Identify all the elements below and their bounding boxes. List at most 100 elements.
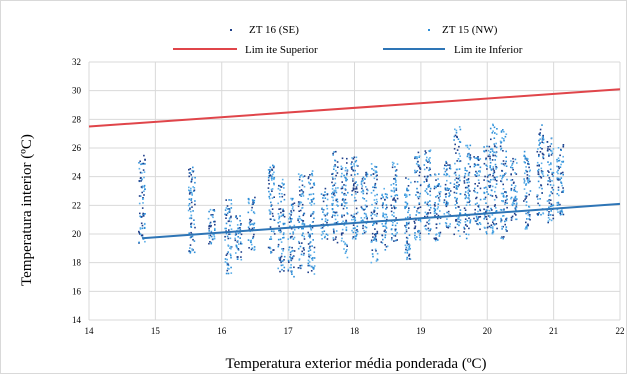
data-point [433, 185, 436, 188]
data-point [288, 212, 291, 215]
data-point [406, 256, 408, 259]
data-point [302, 176, 305, 178]
data-point [539, 132, 541, 134]
data-point [269, 246, 271, 249]
data-point [341, 181, 343, 183]
data-point [433, 212, 436, 215]
data-point [321, 218, 323, 221]
data-point [528, 170, 531, 173]
data-point [393, 178, 395, 180]
data-point [370, 192, 373, 194]
data-point [542, 142, 545, 144]
data-point [525, 221, 527, 224]
data-point [542, 170, 544, 173]
data-point [209, 208, 212, 211]
data-point [478, 174, 480, 177]
data-point [142, 197, 144, 199]
data-point [456, 188, 458, 190]
data-point [371, 253, 374, 255]
data-point [557, 157, 560, 159]
limit-lines [88, 88, 621, 240]
data-point [332, 237, 335, 239]
data-point [510, 197, 512, 200]
data-point [356, 191, 359, 193]
data-point [345, 177, 347, 179]
data-point [547, 148, 549, 150]
data-point [290, 266, 292, 269]
data-point [549, 199, 552, 201]
data-point [458, 168, 461, 170]
data-point [391, 233, 393, 235]
data-point [308, 247, 311, 249]
data-point [467, 189, 469, 192]
data-point [492, 219, 495, 221]
data-point [289, 253, 292, 256]
data-point [301, 227, 303, 230]
data-point [278, 208, 280, 210]
data-point [538, 153, 540, 156]
data-point [391, 207, 393, 209]
data-point [537, 214, 539, 216]
data-point [213, 235, 216, 238]
data-point [541, 152, 544, 155]
data-point [427, 212, 429, 215]
data-point [343, 194, 345, 196]
data-point [407, 211, 409, 214]
data-point [320, 227, 323, 229]
data-point [419, 238, 421, 241]
data-point [550, 219, 553, 222]
data-point [374, 171, 377, 174]
data-point [466, 219, 469, 222]
data-point [537, 198, 539, 200]
data-point [549, 184, 552, 186]
data-point [408, 248, 411, 251]
data-point [139, 215, 141, 218]
data-point [382, 225, 384, 227]
data-point [549, 145, 551, 148]
data-point [278, 225, 280, 227]
data-point [293, 236, 296, 239]
data-point [510, 160, 512, 162]
data-point [207, 217, 210, 220]
data-point [278, 215, 280, 218]
data-point [494, 207, 497, 209]
data-point [372, 173, 375, 175]
data-point [191, 178, 193, 180]
data-point [311, 257, 313, 260]
data-point [324, 220, 327, 223]
data-point [428, 185, 431, 188]
data-point [486, 168, 488, 170]
data-point [309, 235, 311, 237]
data-point [407, 248, 410, 250]
data-point [495, 179, 498, 182]
data-point [226, 205, 229, 207]
y-tick-label: 20 [72, 229, 82, 239]
data-point [489, 157, 491, 160]
data-point [298, 242, 301, 244]
data-point [335, 230, 338, 232]
data-point [370, 211, 373, 214]
data-point [524, 228, 527, 230]
data-point [249, 218, 251, 221]
data-point [456, 185, 458, 187]
data-point [492, 123, 494, 126]
data-point [490, 224, 493, 226]
data-point [302, 247, 305, 249]
data-point [528, 177, 530, 180]
data-point [324, 214, 327, 217]
data-point [494, 163, 497, 166]
data-point [557, 201, 560, 204]
data-point [445, 165, 448, 167]
data-point [227, 220, 230, 223]
data-point [428, 167, 431, 169]
data-point [423, 181, 426, 183]
data-point [527, 163, 529, 165]
data-point [291, 257, 294, 260]
data-point [455, 174, 457, 176]
data-point [237, 232, 240, 235]
data-point [458, 218, 460, 220]
data-point [504, 135, 507, 138]
data-point [443, 173, 445, 176]
data-point [380, 197, 382, 200]
data-point [282, 184, 285, 186]
